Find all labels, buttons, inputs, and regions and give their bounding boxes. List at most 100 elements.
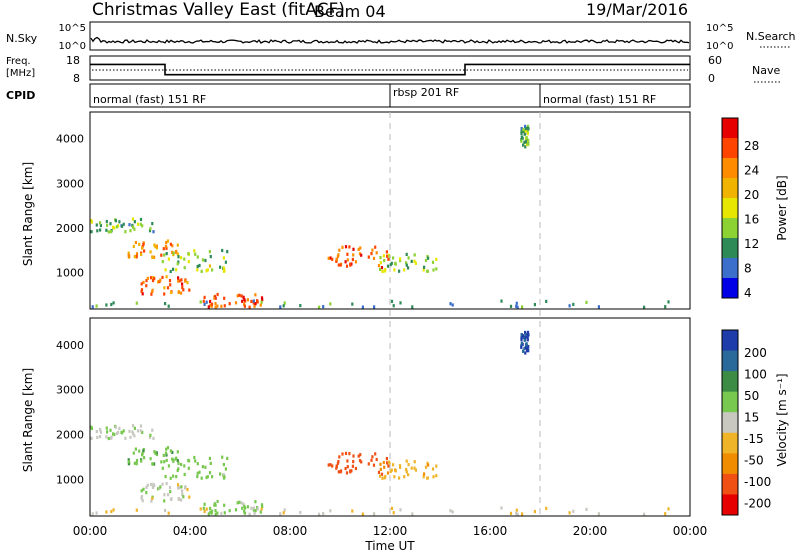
power-cell <box>141 292 144 296</box>
velocity-cell <box>198 470 201 474</box>
power-cell <box>169 269 172 274</box>
power-cell <box>282 304 285 308</box>
colorbar-swatch <box>722 218 738 239</box>
power-cell <box>183 257 186 261</box>
power-cell <box>181 282 184 286</box>
power-cell <box>193 249 196 253</box>
velocity-cell <box>664 512 667 516</box>
velocity-cell <box>176 450 179 454</box>
power-cell <box>133 227 136 231</box>
velocity-cell <box>132 451 135 455</box>
power-cell <box>568 304 571 308</box>
power-cell <box>176 262 179 266</box>
velocity-colorbar-tick: 100 <box>744 368 767 382</box>
velocity-cell <box>105 426 108 430</box>
power-cell <box>335 257 338 261</box>
power-cell <box>163 286 166 290</box>
power-cell <box>146 276 149 280</box>
velocity-cell <box>335 464 338 468</box>
velocity-cell <box>90 426 93 431</box>
colorbar-swatch <box>722 178 738 199</box>
power-cell <box>168 279 172 283</box>
velocity-cell <box>375 457 378 462</box>
velocity-cell <box>337 470 340 474</box>
power-cell <box>360 253 363 257</box>
velocity-cell <box>142 449 145 453</box>
power-cell <box>253 304 256 308</box>
velocity-cell <box>246 505 249 509</box>
velocity-cell <box>112 432 115 436</box>
power-cell <box>515 301 518 305</box>
power-cell <box>112 225 115 229</box>
power-cell <box>243 304 246 308</box>
velocity-cell <box>171 450 174 454</box>
velocity-cell <box>451 510 454 514</box>
power-cell <box>132 225 135 229</box>
velocity-cell <box>133 434 136 438</box>
velocity-cell <box>91 512 94 516</box>
power-cell <box>545 299 548 303</box>
velocity-cell <box>394 469 397 473</box>
power-cell <box>155 244 158 248</box>
velocity-cell <box>165 482 168 486</box>
velocity-cell <box>121 431 124 435</box>
power-cell <box>166 286 170 290</box>
cpid-segments: normal (fast) 151 RF rbsp 201 RF normal … <box>93 86 656 106</box>
velocity-cell <box>129 435 132 439</box>
velocity-cell <box>146 483 149 487</box>
time-tick: 16:00 <box>473 524 508 538</box>
velocity-cell <box>386 471 390 475</box>
power-cell <box>398 257 402 261</box>
velocity-cell <box>524 330 527 335</box>
velocity-cell <box>524 333 527 337</box>
power-cell <box>169 290 173 295</box>
velocity-cell <box>422 475 425 479</box>
power-cell <box>177 276 180 280</box>
velocity-cell <box>186 487 189 492</box>
velocity-cell <box>105 435 108 439</box>
power-cell <box>260 296 264 300</box>
power-cell <box>132 244 135 248</box>
power-cell <box>667 300 670 304</box>
colorbar-swatch <box>722 118 738 139</box>
velocity-cell <box>139 424 143 428</box>
velocity-cell <box>520 333 523 337</box>
power-cell <box>515 304 518 308</box>
velocity-cell <box>377 470 381 474</box>
velocity-colorbar <box>722 330 738 516</box>
cpid-segment-3: normal (fast) 151 RF <box>543 93 656 106</box>
velocity-cell <box>427 463 430 467</box>
power-cell <box>203 302 206 306</box>
power-ylabel: Slant Range [km] <box>21 162 35 266</box>
power-cell <box>113 226 116 230</box>
velocity-cell <box>279 512 282 516</box>
power-cell <box>524 140 528 144</box>
freq-label-line2: [MHz] <box>6 68 35 79</box>
power-cell <box>386 264 390 268</box>
velocity-cell <box>526 335 529 339</box>
power-cell <box>390 299 394 303</box>
power-cell <box>260 300 263 304</box>
velocity-cell <box>382 460 385 465</box>
power-cell <box>99 221 102 225</box>
velocity-cell <box>220 511 223 515</box>
colorbar-swatch <box>722 198 738 219</box>
velocity-cell <box>346 459 349 463</box>
velocity-cell <box>114 425 117 429</box>
power-cell <box>107 230 110 234</box>
power-cell <box>201 258 204 262</box>
velocity-cell <box>667 507 670 511</box>
power-cell <box>351 257 354 262</box>
velocity-cell <box>151 485 155 489</box>
power-cell <box>219 265 222 269</box>
velocity-ytick: 2000 <box>56 428 84 441</box>
velocity-cell <box>122 429 125 433</box>
power-cell <box>196 268 199 272</box>
power-cell <box>145 284 148 288</box>
power-cell <box>127 253 130 257</box>
power-cell <box>259 303 262 307</box>
power-cell <box>379 261 382 265</box>
velocity-cell <box>128 429 131 433</box>
velocity-cell <box>141 499 144 503</box>
power-cell <box>246 298 249 302</box>
